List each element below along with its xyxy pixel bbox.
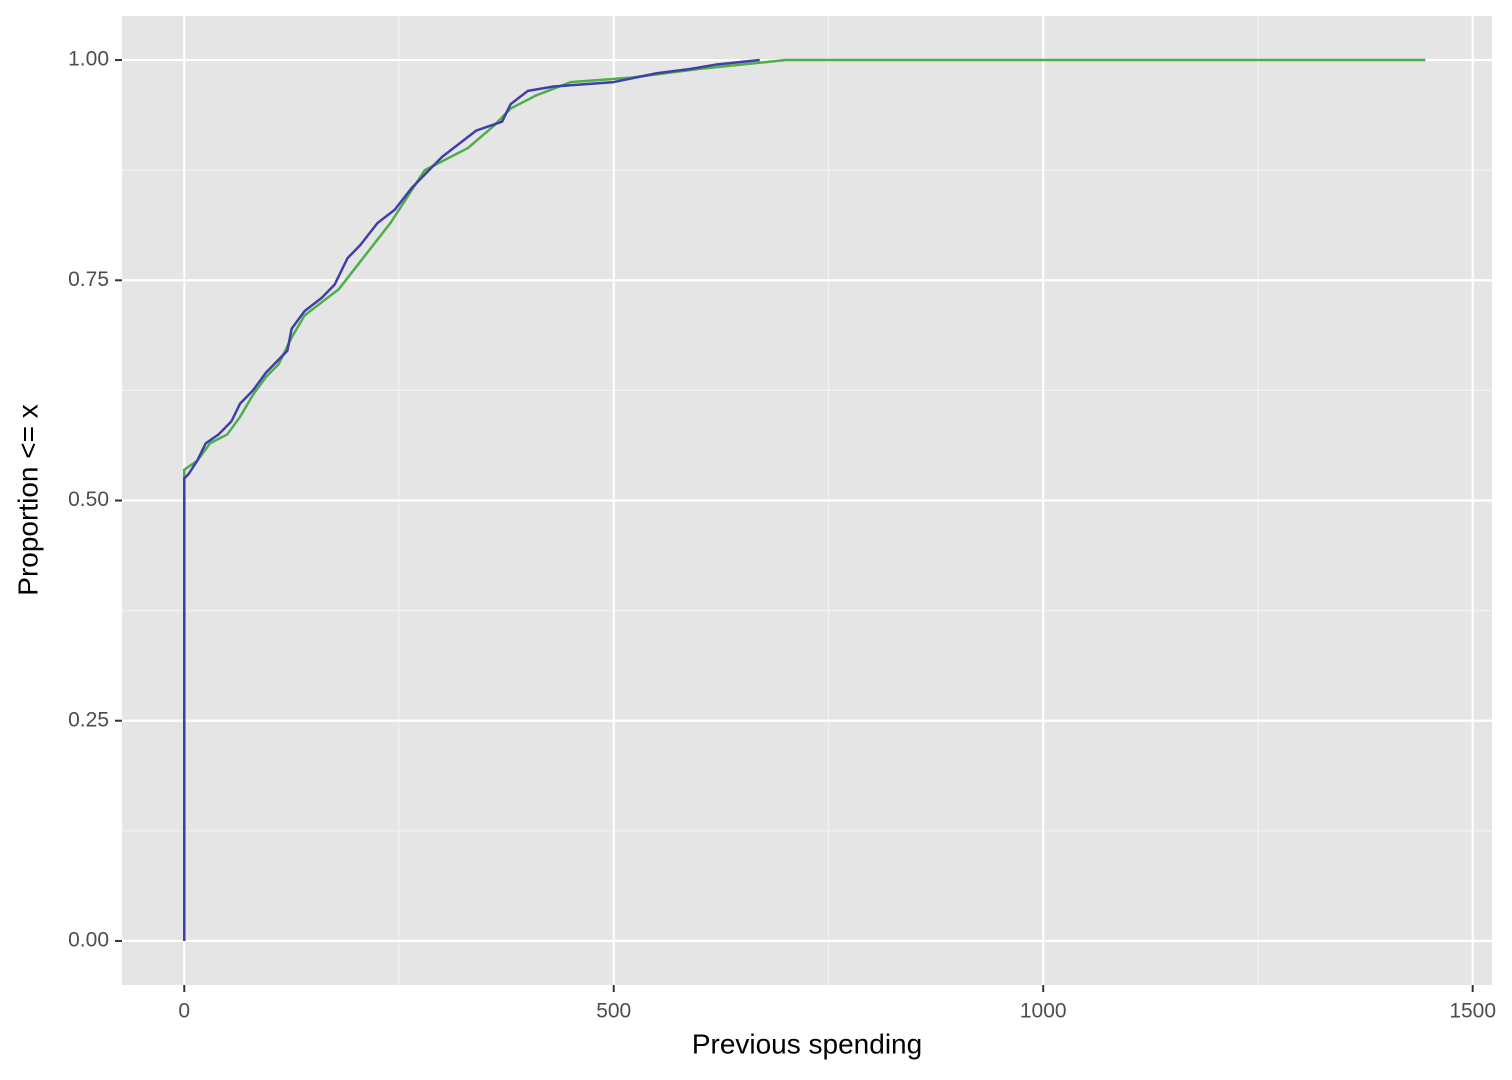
axes: 0 500 1000 1500 0.00 0.25 0.50 0.75 1.00 <box>68 48 1496 1023</box>
x-axis-title: Previous spending <box>692 1028 922 1059</box>
y-tick-label: 1.00 <box>68 48 109 71</box>
x-tick-label: 1500 <box>1449 1000 1496 1023</box>
lines <box>183 58 1426 941</box>
grid <box>122 16 1492 985</box>
y-tick-label: 0.00 <box>68 929 109 952</box>
y-tick-label: 0.50 <box>68 488 109 511</box>
x-tick-label: 0 <box>178 1000 190 1023</box>
x-tick-label: 500 <box>596 1000 631 1023</box>
x-tick-label: 1000 <box>1020 1000 1067 1023</box>
ecdf-line <box>183 58 1426 941</box>
y-axis-title: Proportion <= x <box>12 404 43 595</box>
y-tick-label: 0.75 <box>68 268 109 291</box>
y-tick-label: 0.25 <box>68 708 109 731</box>
ecdf-line <box>183 58 760 941</box>
